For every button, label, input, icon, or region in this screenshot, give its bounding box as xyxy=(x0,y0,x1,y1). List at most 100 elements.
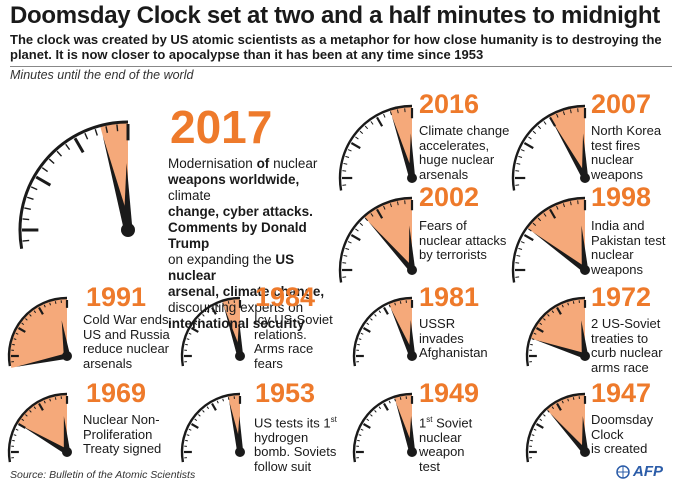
clock-hub xyxy=(235,447,245,457)
clock-minute-hand xyxy=(552,121,588,180)
clock-tick xyxy=(539,322,543,326)
event-description-2002: Fears of nuclear attacks by terrorists xyxy=(419,218,506,263)
description-line: treaties to xyxy=(591,330,649,346)
description-line: Clock xyxy=(591,426,624,442)
year-label-1972: 1972 xyxy=(591,282,652,312)
clock-hub xyxy=(121,223,135,237)
year-label-2002: 2002 xyxy=(419,182,480,212)
clock-tick xyxy=(533,428,537,431)
description-line: Cold War ends. xyxy=(83,312,173,327)
clock-tick xyxy=(549,208,557,219)
event-description-1953: US tests its 1st hydrogen bomb. Soviets fol… xyxy=(254,413,337,474)
clock-hour-hand xyxy=(408,225,416,271)
clock-tick xyxy=(29,314,32,317)
clock-tick xyxy=(357,439,360,442)
clock-tick xyxy=(535,327,544,333)
clock-rim xyxy=(338,104,413,191)
clock-minute-hand xyxy=(550,413,588,454)
clock-tick xyxy=(94,128,98,136)
clock-2007 xyxy=(511,104,590,191)
clock-tick xyxy=(22,218,30,221)
clock-tick xyxy=(43,400,46,404)
clock-tick xyxy=(383,402,389,411)
clock-tick xyxy=(543,318,546,321)
page-title: Doomsday Clock set at two and a half min… xyxy=(10,2,660,29)
description-line: is created xyxy=(591,441,648,456)
clock-tick xyxy=(350,142,361,150)
clock-tick xyxy=(30,186,38,191)
clock-tick xyxy=(537,125,542,130)
description-line: Proliferation xyxy=(83,426,153,442)
description-line: curb nuclear xyxy=(591,345,663,360)
clock-hour-hand xyxy=(581,225,589,271)
clock-tick xyxy=(347,241,352,244)
clock-tick xyxy=(206,310,210,314)
clock-tick xyxy=(84,132,89,140)
clock-tick xyxy=(383,113,386,118)
description-line: Pakistan test xyxy=(591,232,666,248)
clock-tick xyxy=(366,418,370,422)
clock-tick xyxy=(227,301,230,304)
description-line: hydrogen xyxy=(254,429,309,445)
description-line: 2 US-Soviet xyxy=(591,316,661,331)
year-label-2007: 2007 xyxy=(591,89,652,119)
clock-tick xyxy=(399,397,402,400)
clock-tick xyxy=(188,428,192,431)
clock-hub xyxy=(235,351,245,361)
afp-logo-icon xyxy=(616,464,630,479)
description-line: North Korea xyxy=(591,123,662,138)
clock-rim xyxy=(7,296,68,367)
clock-tick xyxy=(528,136,532,140)
clock-tick xyxy=(396,201,399,206)
clock-tick xyxy=(194,322,198,326)
clock-tick xyxy=(188,332,192,335)
clock-tick xyxy=(116,124,119,132)
clock-wedge xyxy=(10,299,68,368)
clock-tick xyxy=(38,402,44,411)
clock-tick xyxy=(360,332,364,335)
clock-tick xyxy=(556,306,562,315)
clock-tick xyxy=(355,136,359,140)
clock-hour-hand xyxy=(408,416,416,453)
event-description-1991: Cold War ends. US and Russia reduce nuclea… xyxy=(83,312,173,371)
clock-tick xyxy=(105,126,109,133)
clock-tick xyxy=(345,247,350,251)
clock-2016 xyxy=(338,104,417,191)
clock-rim xyxy=(18,120,129,250)
clock-minute-hand xyxy=(532,231,587,273)
clock-hub xyxy=(407,351,417,361)
clock-tick xyxy=(202,314,205,317)
description-line: US and Russia xyxy=(83,326,170,342)
event-description-1949: 1st Soviet nuclear weapon test xyxy=(419,413,472,474)
clock-tick xyxy=(41,167,49,173)
year-label-2017: 2017 xyxy=(170,101,273,153)
clock-tick xyxy=(347,149,352,152)
clock-tick xyxy=(29,410,32,413)
clock-tick xyxy=(206,406,210,410)
clock-tick xyxy=(49,398,51,402)
clock-tick xyxy=(358,434,362,436)
description-line: Comments by Donald Trump xyxy=(168,220,307,251)
clock-tick xyxy=(25,318,28,321)
clock-tick xyxy=(569,109,572,114)
description-line: change, cyber attacks. xyxy=(168,204,313,219)
clock-tick xyxy=(359,130,364,135)
clock-tick xyxy=(185,439,188,442)
clock-tick xyxy=(539,418,543,422)
description-line: India and xyxy=(591,218,645,233)
description-line: arsenals xyxy=(83,355,133,371)
clock-tick xyxy=(364,125,369,130)
clock-hub xyxy=(62,447,72,457)
afp-credit: AFP xyxy=(616,463,663,480)
description-line: nuclear xyxy=(419,429,462,445)
clock-2002 xyxy=(338,196,417,283)
clock-tick xyxy=(518,247,523,251)
description-line: test fires xyxy=(591,137,641,153)
clock-1969 xyxy=(7,392,72,463)
clock-minute-hand xyxy=(391,116,415,179)
clock-tick xyxy=(532,130,537,135)
clock-tick xyxy=(43,304,46,308)
clock-tick xyxy=(378,406,382,410)
description-line: arsenal, climate change, xyxy=(168,284,325,299)
clock-1991 xyxy=(7,296,72,368)
